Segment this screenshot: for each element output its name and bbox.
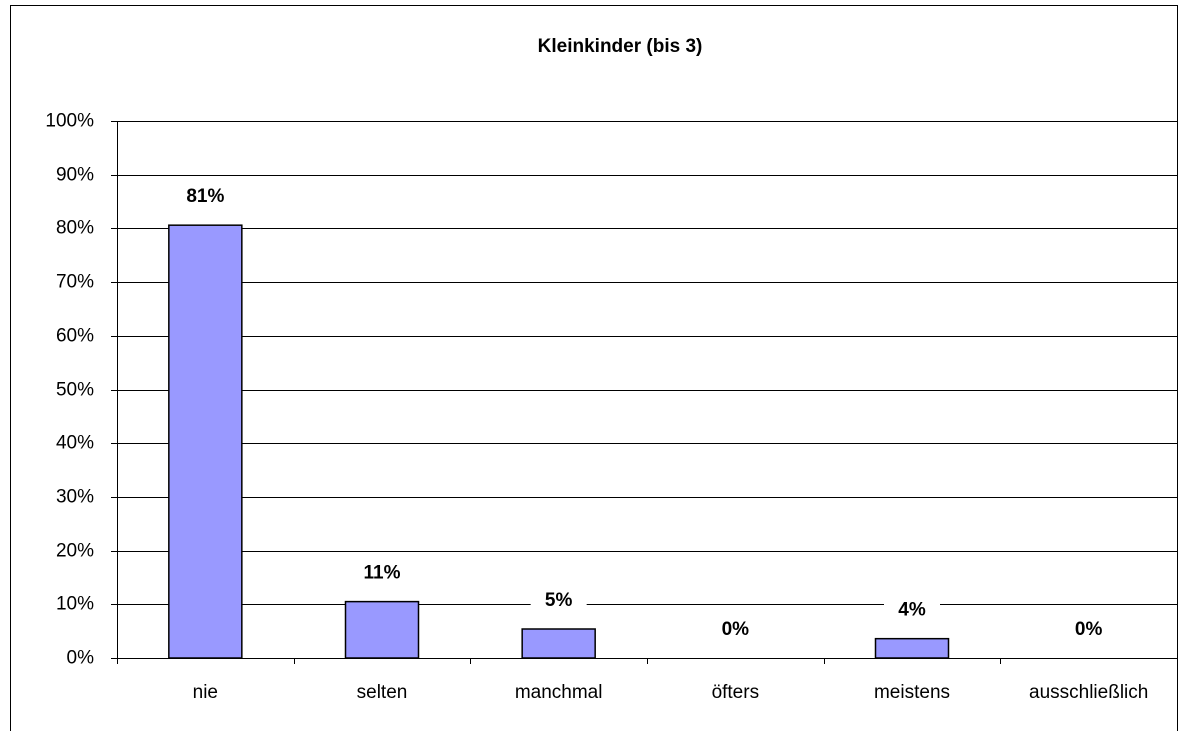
value-label-bg bbox=[177, 184, 234, 211]
x-tick-label: ausschließlich bbox=[1029, 682, 1148, 703]
y-tick-label: 80% bbox=[56, 218, 94, 239]
chart-title: Kleinkinder (bis 3) bbox=[538, 36, 703, 57]
value-label-bg bbox=[354, 560, 410, 587]
value-label: 0% bbox=[1075, 619, 1103, 640]
x-tick-label: öfters bbox=[712, 682, 760, 703]
y-tick-label: 50% bbox=[56, 380, 94, 401]
y-tick-label: 0% bbox=[67, 648, 95, 669]
y-tick-label: 90% bbox=[56, 165, 94, 186]
x-tick-label: manchmal bbox=[515, 682, 603, 703]
y-tick-label: 100% bbox=[45, 111, 94, 132]
y-tick-label: 10% bbox=[56, 594, 94, 615]
y-tick-label: 40% bbox=[56, 433, 94, 454]
value-label: 4% bbox=[898, 600, 926, 621]
value-label: 0% bbox=[722, 619, 750, 640]
value-label: 11% bbox=[364, 563, 401, 584]
x-tick-label: selten bbox=[357, 682, 408, 703]
bar bbox=[521, 628, 596, 659]
bar bbox=[344, 600, 420, 659]
y-tick-label: 20% bbox=[56, 541, 94, 562]
value-label-bg bbox=[530, 588, 587, 615]
y-tick-label: 30% bbox=[56, 487, 94, 508]
y-tick-label: 60% bbox=[56, 326, 94, 347]
bar bbox=[874, 637, 950, 659]
value-label: 81% bbox=[186, 186, 224, 207]
bar bbox=[168, 224, 243, 659]
value-label-bg bbox=[707, 617, 764, 643]
x-tick-label: nie bbox=[193, 682, 218, 703]
value-label-bg bbox=[1060, 617, 1117, 643]
y-tick-label: 70% bbox=[56, 272, 94, 293]
value-label-bg bbox=[884, 597, 940, 624]
x-tick-label: meistens bbox=[874, 682, 950, 703]
value-label: 5% bbox=[545, 590, 573, 611]
